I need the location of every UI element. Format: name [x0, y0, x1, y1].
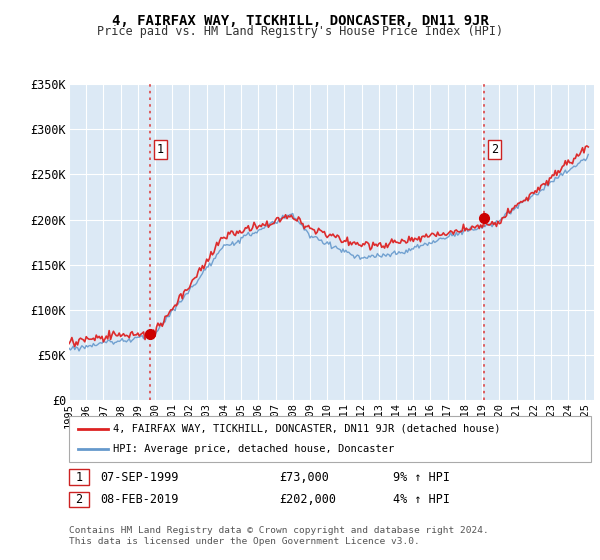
Text: 2: 2: [491, 143, 498, 156]
Text: 4, FAIRFAX WAY, TICKHILL, DONCASTER, DN11 9JR (detached house): 4, FAIRFAX WAY, TICKHILL, DONCASTER, DN1…: [113, 424, 500, 434]
Text: 1: 1: [76, 470, 82, 484]
Text: £73,000: £73,000: [279, 470, 329, 484]
Text: 08-FEB-2019: 08-FEB-2019: [100, 493, 179, 506]
Text: HPI: Average price, detached house, Doncaster: HPI: Average price, detached house, Donc…: [113, 444, 394, 454]
Text: 9% ↑ HPI: 9% ↑ HPI: [393, 470, 450, 484]
Text: 1: 1: [157, 143, 164, 156]
Text: 07-SEP-1999: 07-SEP-1999: [100, 470, 179, 484]
Text: Contains HM Land Registry data © Crown copyright and database right 2024.
This d: Contains HM Land Registry data © Crown c…: [69, 526, 489, 546]
Text: £202,000: £202,000: [279, 493, 336, 506]
Text: 2: 2: [76, 493, 82, 506]
Text: 4% ↑ HPI: 4% ↑ HPI: [393, 493, 450, 506]
Text: 4, FAIRFAX WAY, TICKHILL, DONCASTER, DN11 9JR: 4, FAIRFAX WAY, TICKHILL, DONCASTER, DN1…: [112, 14, 488, 28]
Text: Price paid vs. HM Land Registry's House Price Index (HPI): Price paid vs. HM Land Registry's House …: [97, 25, 503, 38]
